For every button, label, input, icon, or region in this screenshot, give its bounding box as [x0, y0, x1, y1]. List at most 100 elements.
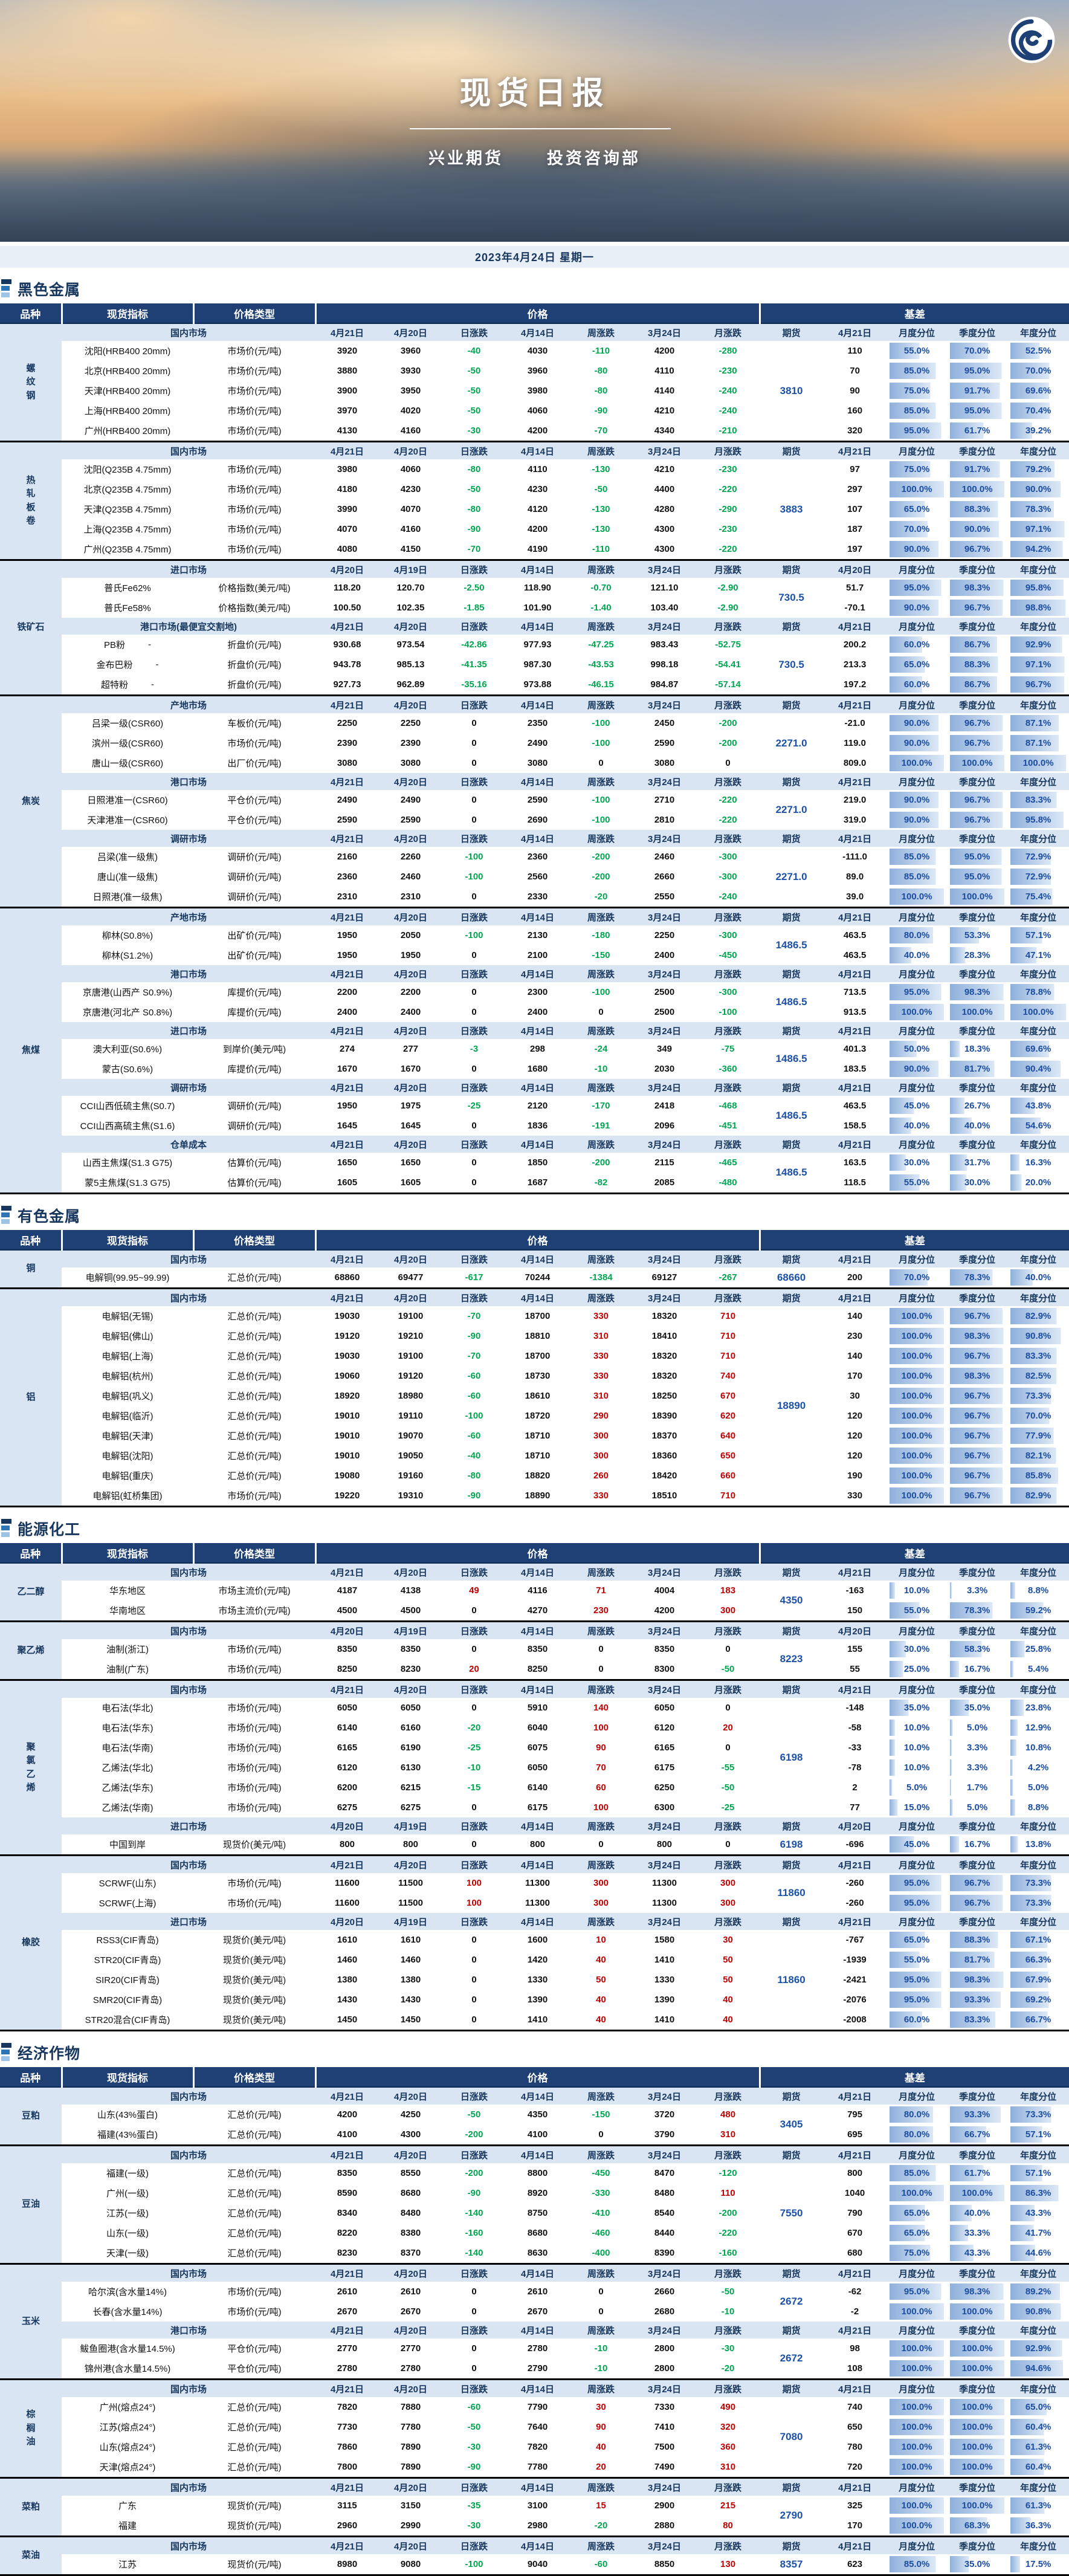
price-cell: 1390 [527, 1995, 548, 2005]
date-header: 4月21日 [315, 1022, 379, 1039]
price-cell: 3960 [400, 346, 421, 356]
percentile-cell: 90.0% [887, 790, 947, 810]
date-header: 周涨跌 [569, 2264, 633, 2282]
percentile-cell: 87.1% [1007, 733, 1069, 753]
variety-label: 焦煤 [21, 1044, 40, 1055]
futures-header: 期货 [760, 323, 824, 341]
price-cell: 118.20 [333, 583, 361, 593]
percentile-bar: 40.0% [1010, 1269, 1067, 1286]
percentile-bar: 98.8% [1010, 600, 1067, 616]
indicator-cell: 电解铝(佛山) [102, 1332, 153, 1342]
basis-cell: -111.0 [842, 852, 868, 862]
indicator-label: 金布巴粉 [96, 660, 133, 670]
percentile-header: 季度分位 [947, 1136, 1008, 1153]
percentile-cell: 100.0% [887, 2496, 947, 2516]
table-row: 柳林(S0.8%) 出矿价(元/吨) 1950 2050 -100 2130 -180 225… [0, 925, 1069, 951]
indicator-header: 现货指标 [60, 1543, 193, 1563]
percentile-bar: 61.7% [950, 422, 1005, 439]
change-cell: -400 [592, 2248, 610, 2258]
group-焦炭: 焦炭 产地市场 4月21日 4月20日 日涨跌 4月14日 周涨跌 3月24日 月涨跌 期货 4月2… [0, 695, 1069, 908]
date-header: 3月24日 [633, 2087, 696, 2105]
percentile-cell: 70.0% [887, 519, 947, 539]
table-row: 天津(Q235B 4.75mm) 市场价(元/吨) 3990 4070 -80 4120-… [0, 499, 1069, 519]
percentile-cell: 41.7% [1007, 2223, 1069, 2243]
percentile-cell: 43.3% [947, 2243, 1007, 2264]
percentile-bar: 87.1% [1010, 735, 1067, 751]
table-row: 福建(43%蛋白) 汇总价(元/吨) 4100 4300 -200 4100 0 3790 31… [0, 2125, 1069, 2146]
percentile-cell: 96.7% [947, 1426, 1007, 1446]
price-cell: 1950 [400, 950, 421, 960]
futures-cell: 1486.5 [775, 939, 807, 951]
price-type-cell: 到岸价(美元/吨) [222, 1044, 286, 1055]
percentile-bar: 35.0% [950, 1700, 1005, 1716]
percentile-bar: 45.0% [890, 1836, 945, 1853]
price-cell: 118.90 [523, 583, 552, 593]
percentile-cell: 75.0% [887, 2243, 947, 2264]
percentile-bar: 33.3% [950, 2225, 1005, 2241]
variety-cell: 橡胶 [0, 1855, 62, 2031]
indicator-cell: 乙烯法(华南) [102, 1803, 153, 1813]
price-cell: 19100 [398, 1311, 424, 1321]
change-cell: -290 [719, 504, 737, 514]
date-header: 4月20日 [379, 695, 442, 713]
change-cell: -230 [719, 366, 737, 376]
percentile-bar: 16.7% [950, 1661, 1005, 1677]
icon-bar [1, 293, 10, 297]
percentile-cell: 85.0% [887, 2163, 947, 2183]
date-header: 3月24日 [633, 1250, 696, 1267]
date-header: 日涨跌 [442, 323, 506, 341]
indicator-cell: 广州(Q235B 4.75mm) [83, 545, 172, 555]
percentile-header: 年度分位 [1007, 1621, 1069, 1639]
date-header: 4月20日 [379, 441, 442, 459]
variety-cell: 铝 [0, 1288, 62, 1507]
percentile-bar: 1.7% [950, 1779, 1005, 1796]
change-cell: -25 [721, 1802, 735, 1813]
date-header: 日涨跌 [442, 1022, 506, 1039]
basis-cell: 187 [847, 524, 863, 534]
percentile-cell: 70.0% [887, 1267, 947, 1289]
percentile-header: 年度分位 [1007, 1022, 1069, 1039]
indicator-cell: 吕梁一级(CSR60) [91, 719, 164, 729]
percentile-bar: 96.7% [950, 1308, 1005, 1324]
price-cell: 2490 [400, 795, 421, 805]
change-cell: -90 [467, 2462, 481, 2472]
percentile-cell: 82.5% [1007, 1366, 1069, 1386]
table-row: 电解铜(99.95~99.99) 汇总价(元/吨) 68860 69477 -617 70… [0, 1267, 1069, 1289]
percentile-bar: 4.2% [1010, 1759, 1067, 1776]
percentile-bar: 43.8% [1010, 1098, 1067, 1114]
price-cell: 2610 [527, 2286, 548, 2297]
basis-date-header: 4月21日 [823, 2322, 887, 2338]
percentile-bar: 100.0% [890, 1308, 945, 1324]
percentile-cell: 81.7% [947, 1059, 1007, 1079]
change-cell: -200 [592, 852, 610, 862]
basis-cell: 170 [847, 2520, 863, 2531]
price-cell: 1650 [337, 1157, 358, 1168]
percentile-bar: 100.0% [890, 2360, 945, 2377]
percentile-bar: 70.0% [890, 521, 945, 537]
change-cell: 60 [596, 1782, 606, 1793]
price-cell: 2590 [654, 738, 675, 748]
icon-bar [1, 1532, 10, 1537]
change-cell: 40 [596, 2442, 606, 2452]
percentile-cell: 33.3% [947, 2223, 1007, 2243]
change-cell: -180 [592, 930, 610, 940]
futures-cell: 11860 [777, 1887, 806, 1898]
table-row: 滨州一级(CSR60) 市场价(元/吨) 2390 2390 0 2490 -100 2590… [0, 733, 1069, 753]
percentile-bar: 100.0% [890, 1487, 945, 1504]
market-label: 产地市场 [62, 695, 315, 713]
price-cell: 18710 [525, 1431, 551, 1441]
percentile-bar: 52.5% [1010, 343, 1067, 359]
basis-cell: 401.3 [843, 1044, 867, 1054]
price-cell: 2085 [654, 1177, 675, 1188]
group-铁矿石: 铁矿石 进口市场 4月20日 4月19日 日涨跌 4月14日 周涨跌 3月24日 月涨跌 期货 4月… [0, 560, 1069, 696]
date-header: 4月21日 [315, 1855, 379, 1873]
percentile-header: 月度分位 [887, 2322, 948, 2338]
indicator-cell: 上海(HRB400 20mm) [84, 406, 171, 416]
group-豆粕: 豆粕 国内市场 4月21日 4月20日 日涨跌 4月14日 周涨跌 3月24日 月涨跌 期货 4月2… [0, 2087, 1069, 2146]
price-cell: 4200 [337, 2109, 358, 2120]
change-cell: -42.86 [461, 639, 487, 650]
price-cell: 1670 [337, 1064, 358, 1074]
percentile-bar: 82.9% [1010, 1308, 1067, 1324]
change-cell: -60 [467, 1431, 481, 1441]
table-head: 品种 现货指标 价格类型 价格 基差 [0, 303, 1069, 323]
